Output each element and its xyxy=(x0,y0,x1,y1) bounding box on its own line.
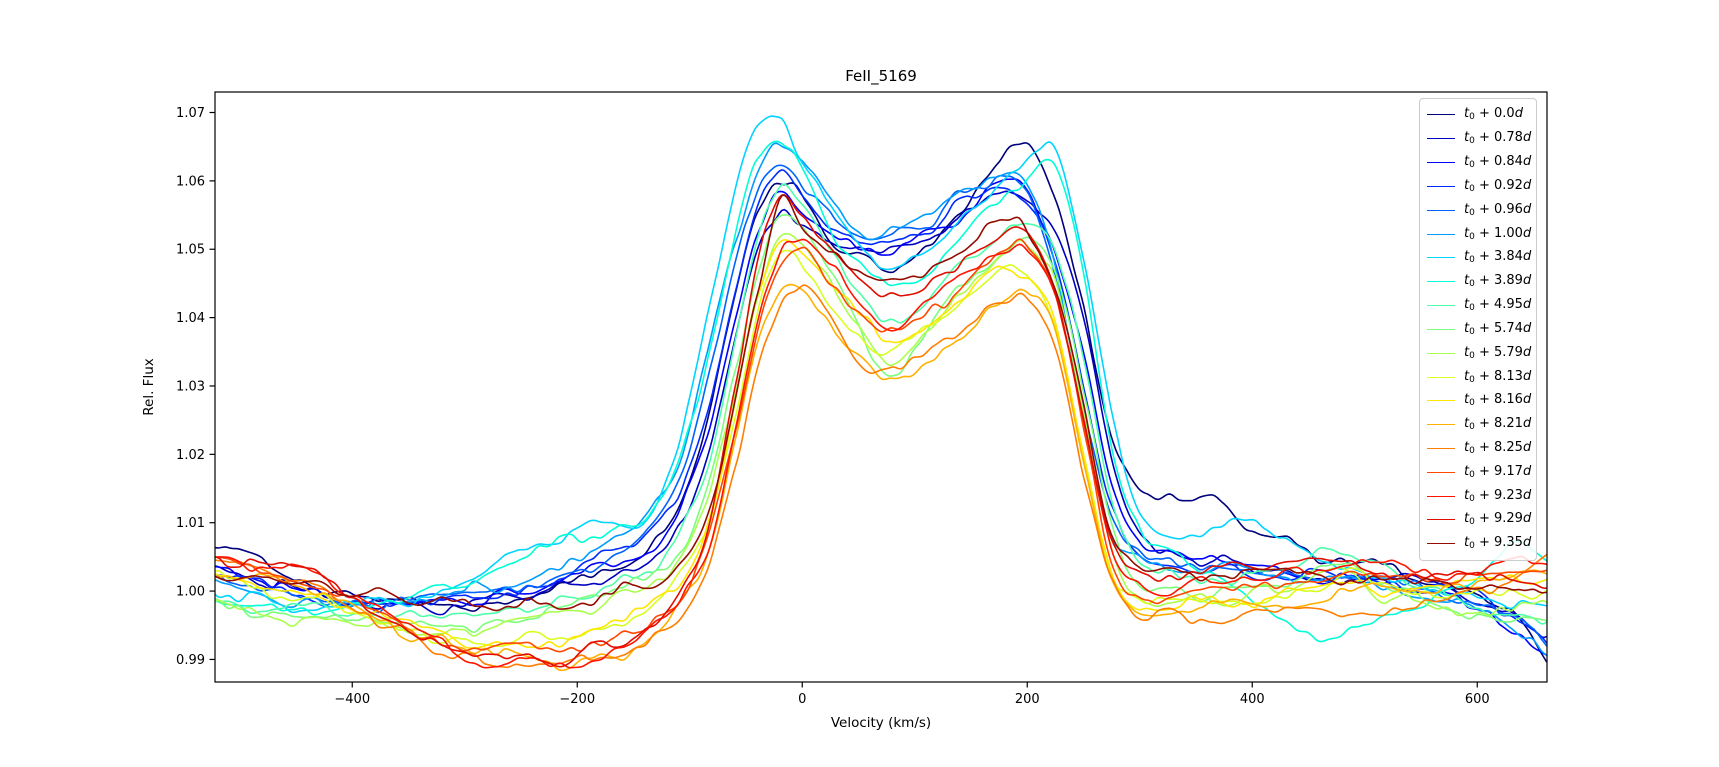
legend-entry: t0 + 5.79d xyxy=(1427,342,1532,365)
spectrum-line-03.84 xyxy=(215,115,1547,614)
y-axis-tick-label: 1.02 xyxy=(176,448,205,463)
legend-entry-label: t0 + 9.17d xyxy=(1464,463,1532,480)
legend-entry: t0 + 3.89d xyxy=(1427,270,1532,293)
legend-line-sample xyxy=(1427,305,1455,307)
legend-entry-label: t0 + 5.74d xyxy=(1464,320,1532,337)
y-axis-tick-label: 1.05 xyxy=(176,243,205,258)
x-axis-tick-label: −400 xyxy=(334,692,370,707)
legend-entry: t0 + 9.17d xyxy=(1427,461,1532,484)
spectrum-line-08.16 xyxy=(215,239,1547,649)
legend-entry-label: t0 + 9.23d xyxy=(1464,487,1532,504)
legend-entry: t0 + 1.00d xyxy=(1427,222,1532,245)
legend-entry-label: t0 + 4.95d xyxy=(1464,297,1532,314)
legend-entry-label: t0 + 0.0d xyxy=(1464,106,1523,123)
legend-entry: t0 + 4.95d xyxy=(1427,294,1532,317)
legend-line-sample xyxy=(1427,209,1455,211)
legend-entry: t0 + 0.78d xyxy=(1427,127,1532,150)
legend-line-sample xyxy=(1427,257,1455,259)
legend-entry-label: t0 + 3.89d xyxy=(1464,273,1532,290)
legend-entry-label: t0 + 9.35d xyxy=(1464,535,1532,552)
y-axis-tick-label: 1.04 xyxy=(176,311,205,326)
spectrum-line-03.89 xyxy=(215,140,1547,643)
legend-entry-label: t0 + 8.16d xyxy=(1464,392,1532,409)
legend-line-sample xyxy=(1427,233,1455,235)
y-axis-tick-label: 1.03 xyxy=(176,379,205,394)
spectra-lines xyxy=(215,115,1547,672)
legend-line-sample xyxy=(1427,448,1455,449)
legend-entry: t0 + 9.23d xyxy=(1427,484,1532,507)
chart-title: FeII_5169 xyxy=(845,67,917,86)
legend-entry-label: t0 + 8.21d xyxy=(1464,416,1532,433)
y-axis-tick-label: 1.07 xyxy=(176,106,205,121)
spectrum-line-08.13 xyxy=(215,249,1547,647)
y-axis-label: Rel. Flux xyxy=(141,358,157,415)
x-axis-tick-label: 600 xyxy=(1465,692,1490,707)
legend-entry: t0 + 8.13d xyxy=(1427,365,1532,388)
legend-line-sample xyxy=(1427,376,1455,378)
legend-line-sample xyxy=(1427,543,1455,545)
legend-entry: t0 + 0.84d xyxy=(1427,151,1532,174)
x-axis-tick-label: −200 xyxy=(559,692,595,707)
spectrum-line-09.35 xyxy=(215,194,1547,612)
axes: −400 −200 0 200 400 600 0.99 1.00 1.01 1.02 1.03 1.… xyxy=(176,91,1548,707)
spectrum-line-09.23 xyxy=(215,238,1547,669)
y-axis-tick-label: 1.01 xyxy=(176,516,205,531)
legend-entry-label: t0 + 9.29d xyxy=(1464,511,1532,528)
legend-entry-label: t0 + 3.84d xyxy=(1464,249,1532,266)
legend-entry-label: t0 + 5.79d xyxy=(1464,344,1532,361)
legend-entry: t0 + 0.0d xyxy=(1427,103,1529,126)
x-axis-tick-label: 200 xyxy=(1015,692,1040,707)
legend-line-sample xyxy=(1427,114,1455,116)
legend-entry: t0 + 0.96d xyxy=(1427,199,1532,222)
legend-line-sample xyxy=(1427,185,1455,187)
spectrum-line-09.29 xyxy=(215,194,1547,668)
axes-frame xyxy=(214,91,1548,683)
legend-entry: t0 + 3.84d xyxy=(1427,246,1532,269)
plot-area xyxy=(215,92,1547,682)
legend-entry-label: t0 + 0.96d xyxy=(1464,201,1532,218)
legend-line-sample xyxy=(1427,519,1455,521)
legend-line-sample xyxy=(1427,495,1455,497)
x-axis-tick-label: 0 xyxy=(798,692,806,707)
legend-entry: t0 + 0.92d xyxy=(1427,175,1532,198)
legend-entry: t0 + 8.16d xyxy=(1427,389,1532,412)
y-axis-tick-label: 1.00 xyxy=(176,585,205,600)
legend-line-sample xyxy=(1427,471,1455,473)
legend-entry: t0 + 9.35d xyxy=(1427,532,1532,555)
spectrum-line-08.25 xyxy=(215,284,1547,669)
legend-entry-label: t0 + 8.25d xyxy=(1464,440,1532,456)
y-axis-tick-label: 1.06 xyxy=(176,174,205,189)
spectrum-line-05.74 xyxy=(215,214,1547,633)
legend-entry: t0 + 8.21d xyxy=(1427,413,1532,436)
legend-line-sample xyxy=(1427,162,1455,164)
legend-line-sample xyxy=(1427,281,1455,283)
legend-entry-label: t0 + 0.92d xyxy=(1464,177,1532,194)
legend-line-sample xyxy=(1427,424,1455,426)
legend-entry: t0 + 8.25d xyxy=(1427,437,1532,460)
legend: t0 + 0.0d t0 + 0.78d t0 + 0.84d t0 + 0.92d t… xyxy=(1419,98,1537,561)
legend-entry-label: t0 + 8.13d xyxy=(1464,368,1532,385)
legend-entry-label: t0 + 0.84d xyxy=(1464,154,1532,171)
x-axis-label: Velocity (km/s) xyxy=(831,715,931,731)
legend-line-sample xyxy=(1427,138,1455,140)
y-axis-tick-label: 0.99 xyxy=(176,653,205,668)
legend-entry: t0 + 9.29d xyxy=(1427,508,1532,531)
legend-entry-label: t0 + 0.78d xyxy=(1464,130,1532,147)
spectrum-line-04.95 xyxy=(215,183,1547,625)
spectrum-line-08.21 xyxy=(215,283,1547,672)
legend-line-sample xyxy=(1427,328,1455,330)
x-axis-tick-label: 400 xyxy=(1240,692,1265,707)
legend-entry-label: t0 + 1.00d xyxy=(1464,225,1532,242)
legend-line-sample xyxy=(1427,352,1455,354)
legend-entry: t0 + 5.74d xyxy=(1427,318,1532,341)
legend-line-sample xyxy=(1427,400,1455,402)
